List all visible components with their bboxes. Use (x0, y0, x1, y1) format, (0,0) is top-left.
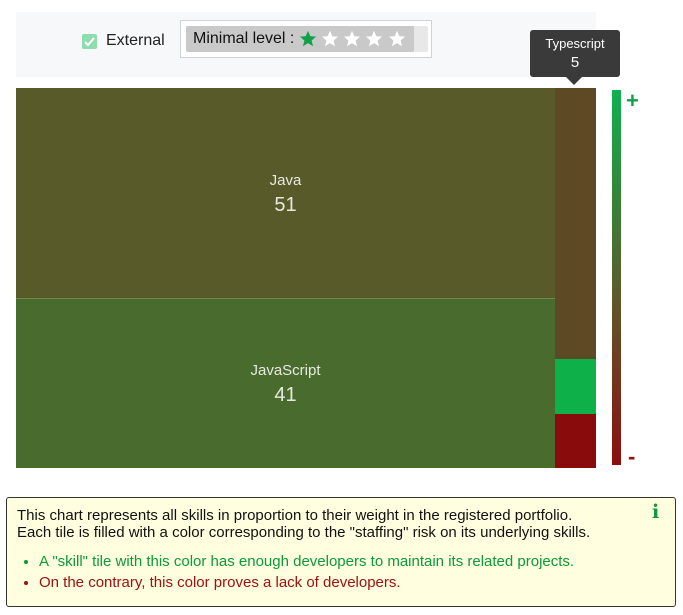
tooltip: Typescript 5 (530, 30, 620, 77)
legend-item-bad: On the contrary, this color proves a lac… (39, 572, 574, 593)
minimal-level-label: Minimal level : (193, 30, 295, 47)
tile-green[interactable] (555, 359, 596, 414)
star-3-icon[interactable] (343, 30, 361, 48)
info-icon[interactable]: i (652, 501, 660, 523)
legend-line-2: Each tile is filled with a color corresp… (17, 524, 591, 541)
tooltip-arrow (566, 77, 582, 85)
scale-plus-label: + (626, 88, 639, 113)
tile-javascript-name: JavaScript (250, 362, 321, 379)
legend-item-good: A "skill" tile with this color has enoug… (39, 551, 574, 572)
skills-treemap: Java 51 JavaScript 41 (16, 88, 596, 468)
tile-javascript-value: 41 (274, 384, 297, 406)
legend-list: A "skill" tile with this color has enoug… (21, 551, 574, 593)
star-5-icon[interactable] (388, 30, 406, 48)
tooltip-value: 5 (570, 54, 580, 71)
star-1-icon[interactable] (299, 30, 317, 48)
star-2-icon[interactable] (321, 30, 339, 48)
legend-line-1: This chart represents all skills in prop… (17, 507, 573, 524)
tile-java-value: 51 (274, 194, 297, 216)
star-4-icon[interactable] (365, 30, 383, 48)
tooltip-name: Typescript (545, 36, 605, 51)
tile-java[interactable]: Java 51 (16, 88, 555, 298)
legend-description: This chart represents all skills in prop… (17, 507, 637, 541)
external-checkbox[interactable] (82, 34, 97, 49)
scale-minus-label: - (628, 444, 636, 469)
external-label[interactable]: External (106, 32, 165, 49)
tile-javascript[interactable]: JavaScript 41 (16, 298, 555, 468)
check-icon (84, 37, 95, 47)
tile-java-name: Java (269, 172, 302, 189)
legend-box: This chart represents all skills in prop… (6, 497, 676, 607)
tile-typescript[interactable] (555, 88, 596, 359)
risk-scale-bar (612, 90, 621, 465)
tile-red[interactable] (555, 414, 596, 468)
